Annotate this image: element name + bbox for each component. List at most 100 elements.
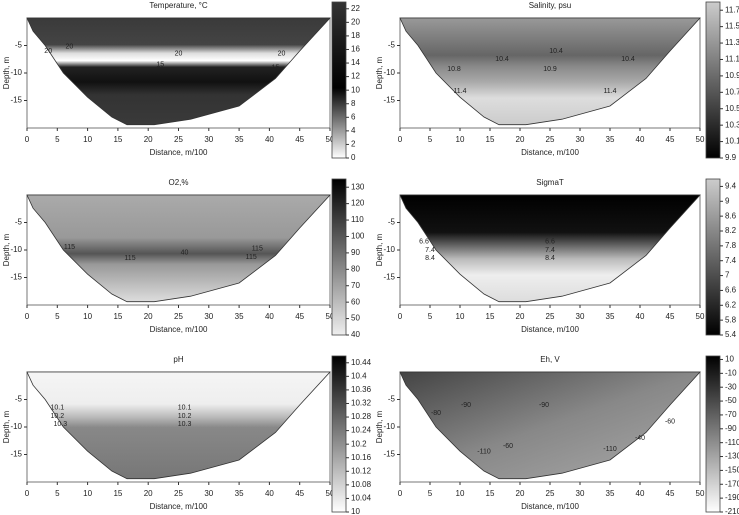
x-tick-label: 30: [576, 135, 585, 144]
basin-field: [399, 371, 701, 480]
contour-label: 11.4: [453, 88, 466, 95]
panel-title: Salinity, psu: [529, 1, 572, 10]
colorbar-tick-label: 20: [351, 17, 360, 26]
y-tick-label: -15: [10, 96, 22, 105]
x-tick-label: 50: [326, 489, 335, 498]
contour-label: 20: [44, 48, 52, 55]
x-tick-label: 5: [428, 489, 433, 498]
colorbar-tick-label: -110: [725, 438, 739, 447]
colorbar-tick-label: 7: [725, 271, 730, 280]
colorbar-tick-label: 9: [725, 196, 730, 205]
colorbar-tick-label: 120: [351, 199, 365, 208]
x-tick-label: 45: [295, 312, 304, 321]
x-tick-label: 15: [486, 135, 495, 144]
colorbar-tick-label: 6.2: [725, 300, 737, 309]
y-tick-label: -10: [383, 245, 395, 254]
panel-title: O2,%: [168, 178, 188, 187]
x-tick-label: 30: [204, 135, 213, 144]
colorbar-tick-label: 130: [351, 182, 365, 191]
colorbar-tick-label: 10.12: [351, 466, 372, 475]
colorbar-tick-label: -210: [725, 507, 739, 515]
colorbar-tick-label: 10.4: [351, 371, 367, 380]
x-tick-label: 0: [25, 135, 30, 144]
colorbar-tick-label: 18: [351, 31, 360, 40]
y-tick-label: -10: [10, 422, 22, 431]
colorbar-tick-label: -190: [725, 493, 739, 502]
contour-label: 40: [181, 250, 189, 257]
colorbar-tick-label: 10: [351, 507, 360, 515]
colorbar-tick-label: 11.1: [725, 55, 739, 64]
x-tick-label: 25: [546, 312, 555, 321]
colorbar-tick-label: 10: [725, 355, 734, 364]
colorbar-tick-label: 10.7: [725, 87, 739, 96]
x-axis-label: Distance, m/100: [521, 148, 579, 157]
x-tick-label: 45: [295, 135, 304, 144]
x-tick-label: 20: [144, 135, 153, 144]
colorbar-tick-label: 10.44: [351, 358, 372, 367]
x-tick-label: 40: [636, 312, 645, 321]
x-tick-label: 15: [113, 312, 122, 321]
basin-field: [26, 194, 331, 303]
contour-label: 10.3: [54, 421, 68, 428]
contour-label: -90: [461, 402, 471, 409]
contour-label: 115: [246, 254, 257, 261]
x-tick-label: 50: [326, 312, 335, 321]
x-tick-label: 15: [486, 489, 495, 498]
contour-label: -110: [477, 449, 491, 456]
x-tick-label: 5: [428, 135, 433, 144]
colorbar-tick-label: 2: [351, 140, 356, 149]
colorbar-tick-label: 10.1: [725, 137, 739, 146]
colorbar-tick-label: 50: [351, 314, 360, 323]
colorbar-tick-label: 11.7: [725, 5, 739, 14]
colorbar-tick-label: 90: [351, 248, 360, 257]
colorbar-tick-label: -150: [725, 466, 739, 475]
contour-label: -110: [603, 446, 617, 453]
x-tick-label: 25: [174, 135, 183, 144]
colorbar-tick-label: 10.04: [351, 494, 372, 503]
x-axis-label: Distance, m/100: [150, 325, 208, 334]
contour-label: 8.4: [425, 255, 435, 262]
contour-label: 10.4: [549, 48, 563, 55]
contour-label: -40: [635, 435, 645, 442]
x-tick-label: 35: [606, 489, 615, 498]
y-tick-label: -5: [15, 218, 23, 227]
y-tick-label: -5: [388, 41, 396, 50]
colorbar-tick-label: 6.6: [725, 286, 737, 295]
x-tick-label: 5: [55, 489, 60, 498]
colorbar-tick-label: 100: [351, 232, 365, 241]
contour-label: 7.4: [545, 247, 555, 254]
contour-label: 10.1: [50, 405, 64, 412]
x-tick-label: 5: [428, 312, 433, 321]
colorbar-tick-label: 10.28: [351, 412, 372, 421]
x-tick-label: 10: [83, 312, 92, 321]
colorbar-tick-label: 14: [351, 58, 360, 67]
contour-label: -80: [431, 410, 441, 417]
x-tick-label: 50: [696, 135, 705, 144]
x-tick-label: 0: [398, 489, 403, 498]
colorbar-tick-label: 9.4: [725, 182, 737, 191]
colorbar-tick-label: 10.2: [351, 439, 367, 448]
y-tick-label: -5: [15, 41, 23, 50]
x-tick-label: 15: [486, 312, 495, 321]
y-axis-label: Depth, m: [2, 56, 11, 89]
colorbar-tick-label: -50: [725, 396, 737, 405]
basin-field: [399, 17, 701, 126]
colorbar-tick-label: 10.5: [725, 104, 739, 113]
colorbar-tick-label: 10.16: [351, 453, 372, 462]
colorbar-tick-label: -10: [725, 368, 737, 377]
x-tick-label: 0: [398, 312, 403, 321]
contour-label: 20: [278, 51, 286, 58]
contour-label: 115: [124, 255, 135, 262]
contour-label: 15: [156, 62, 164, 69]
colorbar-tick-label: 6: [351, 112, 356, 121]
x-tick-label: 20: [516, 312, 525, 321]
colorbar-tick-label: 40: [351, 330, 360, 339]
colorbar-tick-label: 0: [351, 153, 356, 162]
x-tick-label: 30: [204, 312, 213, 321]
x-tick-label: 25: [174, 489, 183, 498]
contour-label: 8.4: [545, 255, 555, 262]
colorbar-tick-label: 60: [351, 297, 360, 306]
colorbar-tick-label: 5.8: [725, 315, 737, 324]
x-tick-label: 20: [144, 489, 153, 498]
